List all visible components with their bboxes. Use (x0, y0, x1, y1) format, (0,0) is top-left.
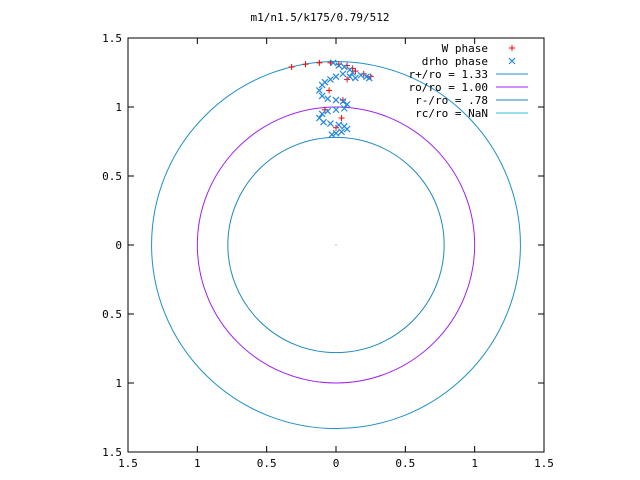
legend-marker (508, 57, 516, 65)
data-point (315, 87, 323, 94)
data-point (326, 87, 333, 94)
circle-series-4 (227, 136, 445, 354)
data-point (316, 59, 323, 66)
data-point (357, 71, 365, 79)
data-point (318, 110, 326, 118)
data-point (339, 70, 347, 78)
legend-label: r-/ro = .78 (415, 94, 488, 107)
data-point (346, 73, 354, 81)
data-point (343, 125, 351, 133)
axes: 1.5 1 0.5 0 0.5 1 1.51.510.500.511.5 (102, 32, 554, 470)
data-point (302, 61, 309, 68)
data-point (351, 74, 359, 82)
x-tick-label: 1 (471, 457, 478, 470)
data-point (318, 92, 326, 100)
y-tick-label: 0 (115, 239, 122, 252)
x-tick-label: 1 (194, 457, 201, 470)
data-point (343, 100, 351, 108)
circle-layer (151, 60, 521, 430)
data-point (340, 104, 348, 112)
legend-label: rc/ro = NaN (415, 107, 488, 120)
data-point (338, 115, 345, 122)
legend-label: drho phase (422, 55, 488, 68)
data-point (324, 95, 332, 103)
data-point (335, 62, 343, 70)
circle-series-2 (151, 60, 521, 430)
data-point (327, 120, 334, 127)
data-point (335, 121, 343, 129)
y-tick-label: 1 (115, 101, 122, 114)
data-point (288, 63, 295, 70)
y-tick-label: 1.5 (102, 446, 122, 459)
x-tick-label: 0.5 (257, 457, 277, 470)
data-point (329, 59, 337, 67)
legend-marker (509, 45, 515, 51)
data-point (349, 69, 357, 76)
data-point (340, 63, 348, 71)
data-point (324, 107, 332, 115)
circle-series-3 (196, 106, 476, 384)
data-point (332, 106, 340, 114)
y-tick-label: 1.5 (102, 32, 122, 45)
marker-layer (288, 59, 374, 139)
x-tick-label: 0.5 (395, 457, 415, 470)
x-tick-label: 0 (333, 457, 340, 470)
y-tick-label: 0.5 (102, 308, 122, 321)
data-point (320, 118, 327, 126)
data-point (332, 96, 340, 104)
x-tick-label: 1.5 (118, 457, 138, 470)
data-point (318, 81, 326, 89)
chart-title: m1/n1.5/k175/0.79/512 (250, 11, 389, 24)
data-point (327, 75, 334, 83)
y-tick-label: 0.5 (102, 170, 122, 183)
y-tick-label: 1 (115, 377, 122, 390)
data-point (328, 131, 336, 139)
legend-label: ro/ro = 1.00 (409, 81, 488, 94)
data-point (338, 128, 345, 136)
legend-label: r+/ro = 1.33 (409, 68, 488, 81)
data-point (332, 129, 340, 137)
origin-dot (335, 244, 337, 246)
data-point (332, 73, 340, 81)
data-point (365, 74, 373, 82)
legend-label: W phase (442, 42, 488, 55)
data-point (339, 98, 347, 105)
x-tick-label: 1.5 (534, 457, 554, 470)
